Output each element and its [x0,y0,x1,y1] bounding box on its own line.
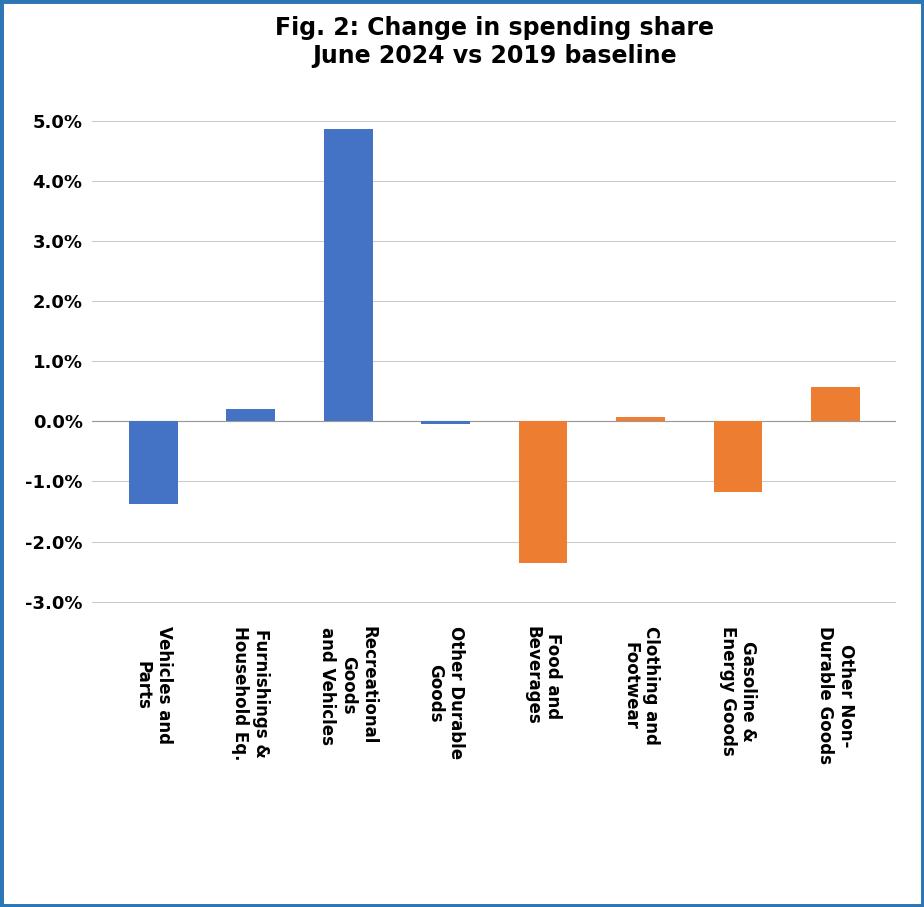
Title: Fig. 2: Change in spending share
June 2024 vs 2019 baseline: Fig. 2: Change in spending share June 20… [274,16,714,68]
Bar [811,387,859,422]
Bar [713,422,762,493]
Bar [616,417,665,422]
Bar [129,422,177,504]
Bar [226,409,275,422]
Bar [323,129,372,422]
Bar [518,422,567,562]
Bar [421,422,470,424]
